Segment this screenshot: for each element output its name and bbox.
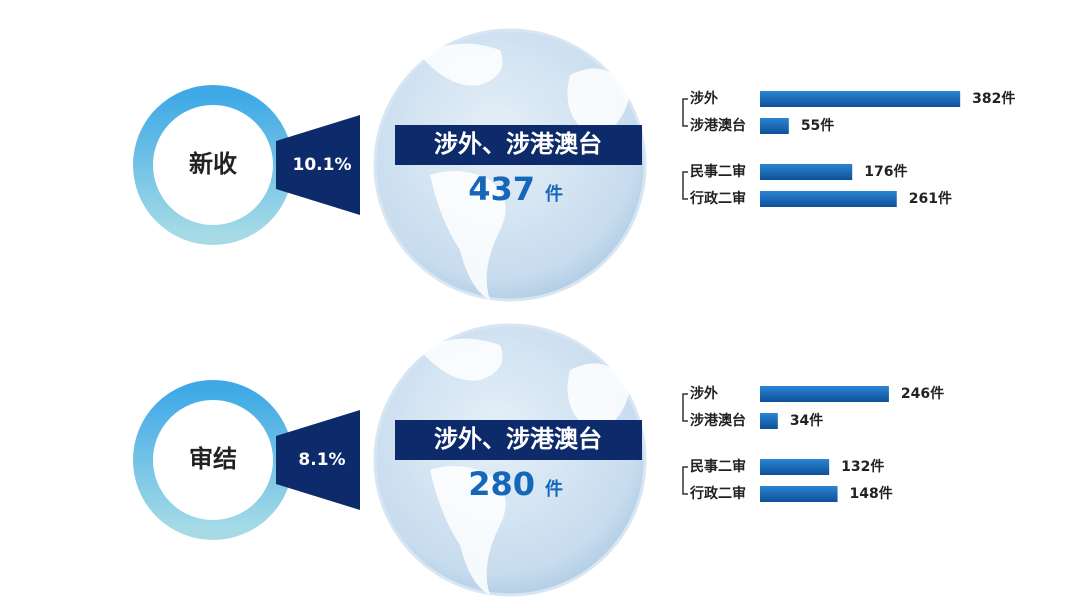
category-label: 行政二审 <box>689 190 746 207</box>
bar <box>760 386 889 402</box>
continent <box>420 338 503 381</box>
continent <box>567 68 630 135</box>
ring-label: 新收 <box>189 150 237 178</box>
banner <box>395 420 642 460</box>
bracket <box>682 393 688 422</box>
bracket <box>682 171 688 200</box>
continent <box>430 466 506 595</box>
category-label: 民事二审 <box>690 163 746 180</box>
banner-title: 涉外、涉港澳台 <box>434 130 602 158</box>
value-label: 148件 <box>850 485 893 502</box>
value-label: 55件 <box>801 117 834 134</box>
continent <box>430 171 506 300</box>
category-label: 民事二审 <box>690 458 746 475</box>
total: 280 <box>468 465 535 503</box>
bar <box>760 413 778 429</box>
value-label: 132件 <box>841 458 884 475</box>
category-label: 涉港澳台 <box>690 117 746 134</box>
banner <box>395 125 642 165</box>
category-label: 涉港澳台 <box>690 412 746 429</box>
value-label: 261件 <box>909 190 952 207</box>
total: 437 <box>468 170 535 208</box>
ring-label: 审结 <box>189 445 237 473</box>
category-label: 行政二审 <box>689 485 746 502</box>
total-unit: 件 <box>545 478 563 500</box>
bar <box>760 459 830 475</box>
value-label: 246件 <box>901 385 944 402</box>
continent <box>420 43 503 86</box>
category-label: 涉外 <box>690 385 718 402</box>
category-label: 涉外 <box>690 90 718 107</box>
continent <box>567 363 630 430</box>
bar <box>760 164 853 180</box>
bar <box>760 191 897 207</box>
bar <box>760 91 961 107</box>
value-label: 176件 <box>864 163 907 180</box>
bar <box>760 486 838 502</box>
share-label: 10.1% <box>293 155 352 175</box>
total-unit: 件 <box>545 183 563 205</box>
bracket <box>682 98 688 127</box>
value-label: 382件 <box>972 90 1015 107</box>
value-label: 34件 <box>790 412 823 429</box>
share-wedge <box>276 115 360 215</box>
bar <box>760 118 789 134</box>
bracket <box>682 466 688 495</box>
share-wedge <box>276 410 360 510</box>
share-label: 8.1% <box>298 450 345 470</box>
banner-title: 涉外、涉港澳台 <box>434 425 602 453</box>
